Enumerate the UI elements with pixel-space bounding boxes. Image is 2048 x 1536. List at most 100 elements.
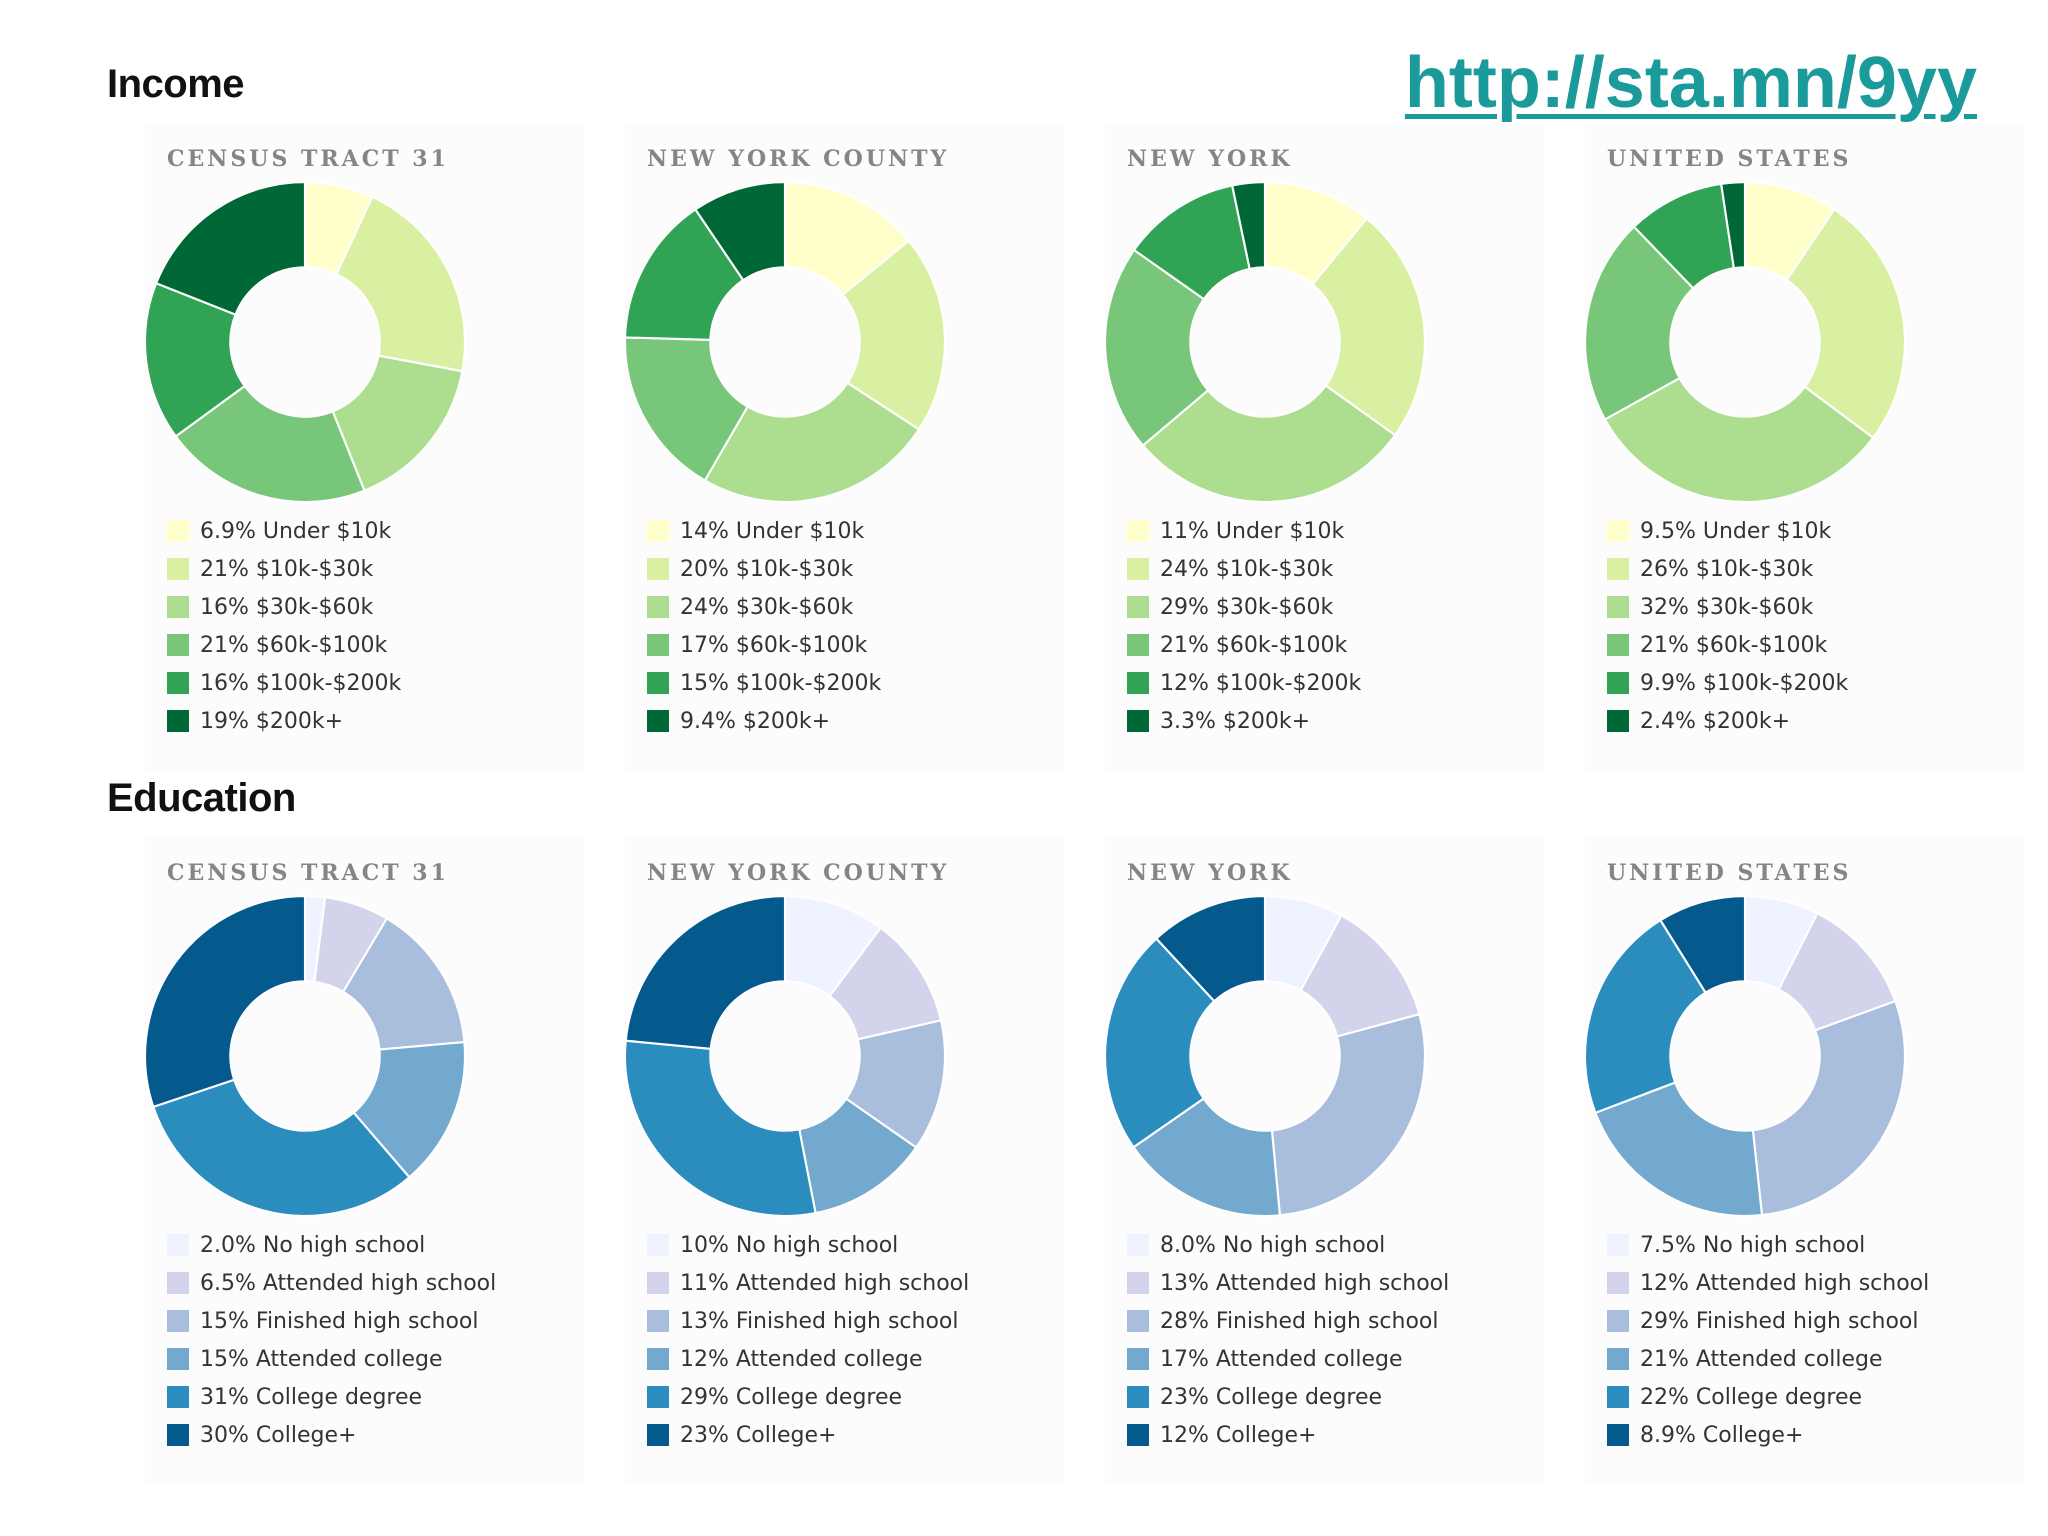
- legend-swatch: [647, 520, 669, 542]
- legend-swatch: [647, 634, 669, 656]
- donut-slice-college[interactable]: [143, 894, 307, 1109]
- donut-slice-30k-60k[interactable]: [1141, 384, 1397, 504]
- legend-label: 14% Under $10k: [680, 518, 865, 544]
- donut-slice-finished-high-school[interactable]: [1751, 999, 1907, 1217]
- donut-slice-100k-200k[interactable]: [623, 207, 745, 341]
- legend-item-under-10k: 9.5% Under $10k: [1607, 512, 1848, 550]
- legend-label: 6.5% Attended high school: [200, 1270, 497, 1296]
- legend-swatch: [1127, 672, 1149, 694]
- donut-slice-200k[interactable]: [154, 180, 307, 316]
- donut-slice-finished-high-school[interactable]: [341, 917, 466, 1051]
- income-chart-census-tract-31: CENSUS TRACT 31 6.9% Under $10k 21% $10k-$…: [143, 122, 585, 772]
- chart-legend: 2.0% No high school 6.5% Attended high sc…: [167, 1226, 496, 1454]
- legend-item-no-high-school: 2.0% No high school: [167, 1226, 496, 1264]
- donut-chart: [1584, 894, 1907, 1218]
- donut-slice-60k-100k[interactable]: [174, 384, 366, 504]
- legend-swatch: [1607, 520, 1629, 542]
- income-chart-new-york-county: NEW YORK COUNTY 14% Under $10k 20% $10k-$3…: [623, 122, 1065, 772]
- donut-slice-attended-college[interactable]: [1594, 1081, 1764, 1218]
- donut-slice-30k-60k[interactable]: [1603, 376, 1875, 503]
- legend-item-attended-college: 21% Attended college: [1607, 1340, 1929, 1378]
- legend-label: 12% $100k-$200k: [1160, 670, 1362, 696]
- legend-item-200k: 3.3% $200k+: [1127, 702, 1361, 740]
- legend-label: 24% $10k-$30k: [1160, 556, 1334, 582]
- legend-label: 21% $60k-$100k: [1640, 632, 1828, 658]
- donut-slice-finished-high-school[interactable]: [1270, 1012, 1427, 1217]
- legend-item-college: 23% College+: [647, 1416, 969, 1454]
- chart-legend: 7.5% No high school 12% Attended high sch…: [1607, 1226, 1929, 1454]
- legend-label: 15% Finished high school: [200, 1308, 479, 1334]
- chart-title: UNITED STATES: [1607, 146, 1852, 172]
- legend-swatch: [1607, 1348, 1629, 1370]
- legend-label: 16% $100k-$200k: [200, 670, 402, 696]
- legend-swatch: [1127, 520, 1149, 542]
- education-chart-new-york-county: NEW YORK COUNTY 10% No high school 11% Att…: [624, 836, 1065, 1486]
- legend-item-200k: 19% $200k+: [167, 702, 401, 740]
- legend-item-college-degree: 22% College degree: [1607, 1378, 1929, 1416]
- legend-item-no-high-school: 10% No high school: [647, 1226, 969, 1264]
- legend-swatch: [1127, 558, 1149, 580]
- donut-slice-college[interactable]: [624, 894, 787, 1050]
- donut-slice-10k-30k[interactable]: [1785, 207, 1907, 440]
- legend-swatch: [1607, 634, 1629, 656]
- chart-legend: 10% No high school 11% Attended high scho…: [647, 1226, 969, 1454]
- legend-label: 8.0% No high school: [1160, 1232, 1386, 1258]
- donut-chart: [1583, 180, 1907, 503]
- donut-slice-10k-30k[interactable]: [841, 239, 947, 431]
- legend-swatch: [647, 1310, 669, 1332]
- legend-swatch: [167, 1424, 189, 1446]
- legend-swatch: [647, 1272, 669, 1294]
- donut-slice-college[interactable]: [1658, 894, 1747, 995]
- legend-swatch: [1127, 1348, 1149, 1370]
- short-url-link[interactable]: http://sta.mn/9yy: [1404, 43, 1977, 123]
- donut-slice-60k-100k[interactable]: [623, 336, 750, 482]
- legend-swatch: [1607, 1234, 1629, 1256]
- legend-label: 2.0% No high school: [200, 1232, 426, 1258]
- donut-slice-30k-60k[interactable]: [703, 381, 921, 504]
- legend-label: 9.5% Under $10k: [1640, 518, 1832, 544]
- donut-slice-college[interactable]: [1154, 894, 1267, 1003]
- donut-slice-100k-200k[interactable]: [143, 281, 247, 438]
- legend-item-30k-60k: 32% $30k-$60k: [1607, 588, 1848, 626]
- legend-label: 12% College+: [1160, 1422, 1317, 1448]
- legend-swatch: [1607, 672, 1629, 694]
- legend-label: 31% College degree: [200, 1384, 423, 1410]
- legend-item-college-degree: 29% College degree: [647, 1378, 969, 1416]
- legend-swatch: [1127, 1272, 1149, 1294]
- chart-legend: 9.5% Under $10k 26% $10k-$30k 32% $30k-$60…: [1607, 512, 1848, 740]
- donut-slice-10k-30k[interactable]: [1310, 217, 1426, 437]
- donut-slice-200k[interactable]: [693, 180, 787, 282]
- legend-label: 23% College+: [680, 1422, 837, 1448]
- legend-label: 15% Attended college: [200, 1346, 443, 1372]
- donut-slice-attended-college[interactable]: [1132, 1097, 1282, 1217]
- legend-label: 12% Attended high school: [1640, 1270, 1930, 1296]
- donut-slice-college-degree[interactable]: [1584, 918, 1708, 1115]
- chart-title: NEW YORK COUNTY: [647, 860, 950, 886]
- legend-label: 9.4% $200k+: [680, 708, 831, 734]
- legend-item-attended-college: 15% Attended college: [167, 1340, 496, 1378]
- donut-slice-200k[interactable]: [1719, 180, 1747, 270]
- legend-label: 10% No high school: [680, 1232, 899, 1258]
- donut-slice-college-degree[interactable]: [151, 1078, 411, 1218]
- donut-slice-60k-100k[interactable]: [1103, 248, 1210, 447]
- legend-swatch: [167, 558, 189, 580]
- chart-legend: 8.0% No high school 13% Attended high sch…: [1127, 1226, 1449, 1454]
- legend-label: 9.9% $100k-$200k: [1640, 670, 1849, 696]
- legend-swatch: [1127, 1310, 1149, 1332]
- legend-swatch: [1127, 634, 1149, 656]
- donut-slice-30k-60k[interactable]: [331, 354, 464, 492]
- legend-swatch: [647, 710, 669, 732]
- legend-label: 26% $10k-$30k: [1640, 556, 1814, 582]
- donut-slice-college-degree[interactable]: [1103, 937, 1216, 1149]
- legend-label: 17% $60k-$100k: [680, 632, 868, 658]
- chart-title: NEW YORK: [1127, 146, 1293, 172]
- education-charts: CENSUS TRACT 31 2.0% No high school 6.5% A…: [0, 836, 2048, 1486]
- legend-label: 13% Attended high school: [1160, 1270, 1450, 1296]
- donut-slice-college-degree[interactable]: [624, 1039, 817, 1218]
- donut-slice-10k-30k[interactable]: [334, 195, 467, 373]
- donut-slice-200k[interactable]: [1230, 180, 1267, 271]
- legend-item-finished-high-school: 15% Finished high school: [167, 1302, 496, 1340]
- donut-slice-60k-100k[interactable]: [1583, 225, 1695, 421]
- legend-swatch: [167, 634, 189, 656]
